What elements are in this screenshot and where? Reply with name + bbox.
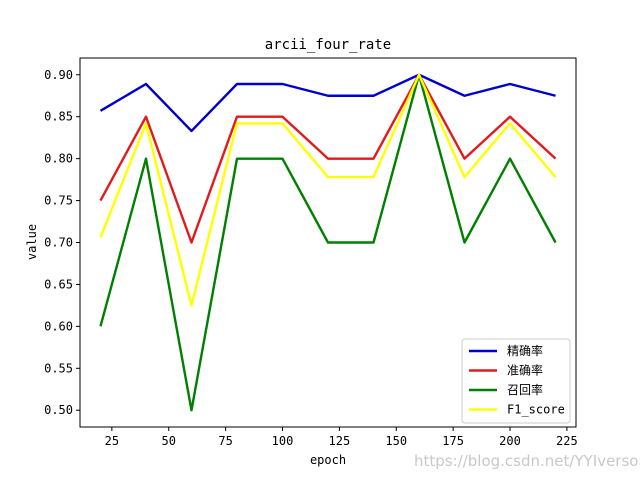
series-line-3 [99,73,557,307]
chart-title: arcii_four_rate [265,37,391,53]
legend-label: 准确率 [507,363,543,378]
x-tick-label: 100 [272,434,294,448]
watermark: https://blog.csdn.net/YYIverson [414,452,640,470]
series-lines [99,73,557,412]
y-tick-label: 0.85 [44,110,73,124]
y-tick-label: 0.55 [44,361,73,375]
plot-frame [79,57,577,428]
x-tick-label: 25 [105,434,119,448]
x-tick-label: 200 [499,434,521,448]
y-tick-label: 0.60 [44,319,73,333]
axis-ticks: 25 50 75 100 125 150 175 200 225 0.50 0.55 0.60 0.65… [44,68,578,448]
legend-label: 精确率 [507,343,543,358]
x-tick-label: 175 [442,434,464,448]
y-tick-label: 0.75 [44,194,73,208]
series-line-0 [99,73,556,133]
y-axis-label: value [25,224,39,260]
x-tick-label: 125 [329,434,351,448]
x-tick-label: 225 [556,434,578,448]
series-line-1 [99,73,557,244]
x-axis-label: epoch [310,453,346,467]
y-tick-label: 0.90 [44,68,73,82]
x-tick-label: 150 [385,434,407,448]
y-tick-label: 0.50 [44,403,73,417]
y-tick-label: 0.70 [44,236,73,250]
legend-label: 召回率 [507,382,543,397]
series-line-2 [99,73,557,412]
y-tick-label: 0.65 [44,277,73,291]
y-tick-label: 0.80 [44,152,73,166]
x-tick-label: 50 [162,434,176,448]
legend-label: F1_score [507,403,565,417]
x-tick-label: 75 [218,434,232,448]
legend-box [461,338,571,424]
